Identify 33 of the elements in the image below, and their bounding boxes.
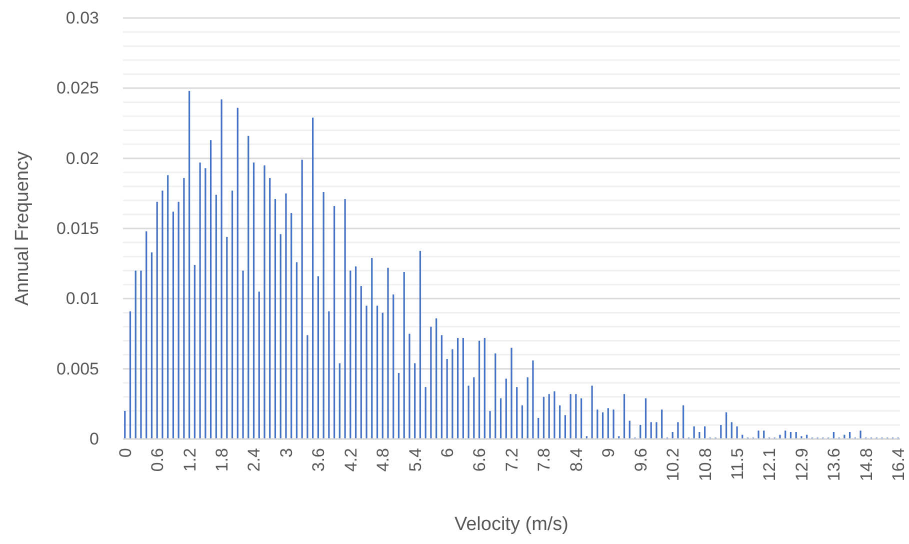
x-tick-label: 9 [599, 448, 618, 458]
x-tick-label: 7.8 [534, 448, 554, 472]
x-tick-label: 3.6 [309, 448, 328, 472]
y-tick-label: 0.01 [66, 289, 99, 308]
x-tick-label: 11.5 [728, 448, 747, 480]
y-tick-label: 0.005 [56, 359, 99, 378]
x-tick-label: 6 [438, 448, 458, 458]
x-tick-label: 16.4 [889, 448, 908, 482]
x-tick-label: 2.4 [244, 448, 264, 472]
y-tick-label: 0.025 [56, 78, 99, 98]
x-tick-label: 7.2 [502, 448, 522, 472]
x-tick-label: 10.8 [696, 448, 715, 482]
y-axis-title: Annual Frequency [12, 150, 33, 306]
x-tick-label: 12.1 [760, 448, 780, 482]
x-axis-title: Velocity (m/s) [454, 514, 569, 535]
y-tick-label: 0.03 [66, 8, 99, 28]
x-tick-label: 3 [276, 448, 296, 458]
x-tick-label: 4.2 [341, 448, 360, 472]
y-tick-label: 0.015 [56, 218, 99, 238]
x-tick-label: 13.6 [824, 448, 844, 482]
y-tick-label: 0.02 [66, 148, 99, 168]
x-tick-label: 12.9 [792, 448, 812, 482]
x-tick-label: 0.6 [148, 448, 168, 472]
x-tick-label: 0 [116, 448, 135, 458]
x-tick-label: 1.2 [180, 448, 200, 472]
x-tick-label: 4.8 [374, 448, 393, 472]
x-tick-label: 6.6 [470, 448, 490, 472]
x-tick-label: 5.4 [406, 448, 425, 472]
x-tick-label: 9.6 [631, 448, 650, 472]
x-tick-label: 10.2 [664, 448, 683, 482]
x-tick-label: 8.4 [566, 448, 586, 472]
x-tick-label: 14.8 [856, 448, 876, 482]
x-tick-label: 1.8 [212, 448, 232, 472]
